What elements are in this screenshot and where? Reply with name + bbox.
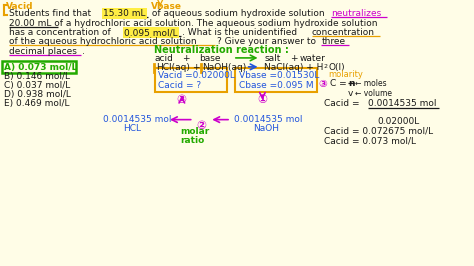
Text: 0.0014535 mol: 0.0014535 mol — [368, 99, 436, 108]
Text: 0.095 mol/L: 0.095 mol/L — [124, 28, 177, 37]
Text: concentration: concentration — [311, 28, 374, 37]
Text: three: three — [321, 38, 346, 47]
Text: n: n — [348, 79, 355, 88]
Text: 15.30 mL: 15.30 mL — [103, 9, 146, 18]
Text: has a concentration of: has a concentration of — [9, 28, 113, 37]
Text: 2: 2 — [323, 64, 328, 69]
Text: 20.00 mL of a hydrochloric acid solution. The aqueous sodium hydroxide solution: 20.00 mL of a hydrochloric acid solution… — [9, 19, 377, 28]
Text: NaOH: NaOH — [254, 124, 280, 133]
Text: decimal places: decimal places — [9, 47, 77, 56]
Text: ③: ③ — [176, 93, 186, 106]
Text: Students find that: Students find that — [9, 9, 94, 18]
Text: Cacid = 0.073 mol/L: Cacid = 0.073 mol/L — [324, 136, 416, 146]
Text: ①: ① — [257, 93, 267, 106]
Text: B) 0.146 mol/L: B) 0.146 mol/L — [4, 72, 70, 81]
Text: neutralizes: neutralizes — [331, 9, 382, 18]
Text: Cacid = ?: Cacid = ? — [158, 81, 201, 90]
Text: molar: molar — [180, 127, 209, 136]
Text: Vacid: Vacid — [6, 2, 33, 11]
Text: HCl(aq): HCl(aq) — [156, 63, 190, 72]
Text: 0.0014535 mol: 0.0014535 mol — [103, 115, 172, 124]
Text: .: . — [82, 47, 84, 56]
Text: Cbase =0.095 M: Cbase =0.095 M — [239, 81, 313, 90]
Text: E) 0.469 mol/L: E) 0.469 mol/L — [4, 99, 69, 108]
Text: +: + — [290, 54, 298, 63]
Text: . What is the unidentified: . What is the unidentified — [182, 28, 300, 37]
Text: ← volume: ← volume — [355, 89, 392, 98]
Text: ②: ② — [197, 119, 207, 132]
Text: 0.02000L: 0.02000L — [377, 117, 419, 126]
Text: ? Give your answer to: ? Give your answer to — [217, 38, 319, 47]
Text: +: + — [182, 54, 189, 63]
Text: 0.0014535 mol: 0.0014535 mol — [234, 115, 302, 124]
Text: ③: ③ — [319, 79, 327, 89]
Text: base: base — [200, 54, 221, 63]
Text: ← moles: ← moles — [355, 79, 386, 88]
Text: molarity: molarity — [328, 70, 363, 79]
Text: ratio: ratio — [180, 136, 204, 144]
Text: of aqueous sodium hydroxide solution: of aqueous sodium hydroxide solution — [149, 9, 328, 18]
Text: Neutralization reaction :: Neutralization reaction : — [155, 45, 289, 55]
Text: O(l): O(l) — [328, 63, 345, 72]
Text: salt: salt — [264, 54, 281, 63]
Text: Cacid =: Cacid = — [324, 99, 363, 108]
Text: water: water — [300, 54, 326, 63]
Text: acid: acid — [155, 54, 173, 63]
Text: v: v — [348, 89, 353, 98]
Text: Vbase: Vbase — [151, 2, 182, 11]
Text: C =: C = — [330, 79, 350, 88]
Text: HCL: HCL — [123, 124, 141, 133]
Text: A) 0.073 mol/L: A) 0.073 mol/L — [4, 63, 77, 72]
Text: of the aqueous hydrochloric acid solution: of the aqueous hydrochloric acid solutio… — [9, 38, 200, 47]
Text: NaOH(aq): NaOH(aq) — [202, 63, 247, 72]
Text: D) 0.938 mol/L: D) 0.938 mol/L — [4, 90, 71, 99]
Text: +: + — [191, 63, 199, 72]
Text: C) 0.037 mol/L: C) 0.037 mol/L — [4, 81, 70, 90]
Text: Vacid =0.02000L: Vacid =0.02000L — [158, 71, 235, 80]
Text: NaCl(aq) + H: NaCl(aq) + H — [264, 63, 324, 72]
Text: Vbase =0.01530L: Vbase =0.01530L — [239, 71, 319, 80]
Text: Cacid = 0.072675 mol/L: Cacid = 0.072675 mol/L — [324, 127, 433, 136]
